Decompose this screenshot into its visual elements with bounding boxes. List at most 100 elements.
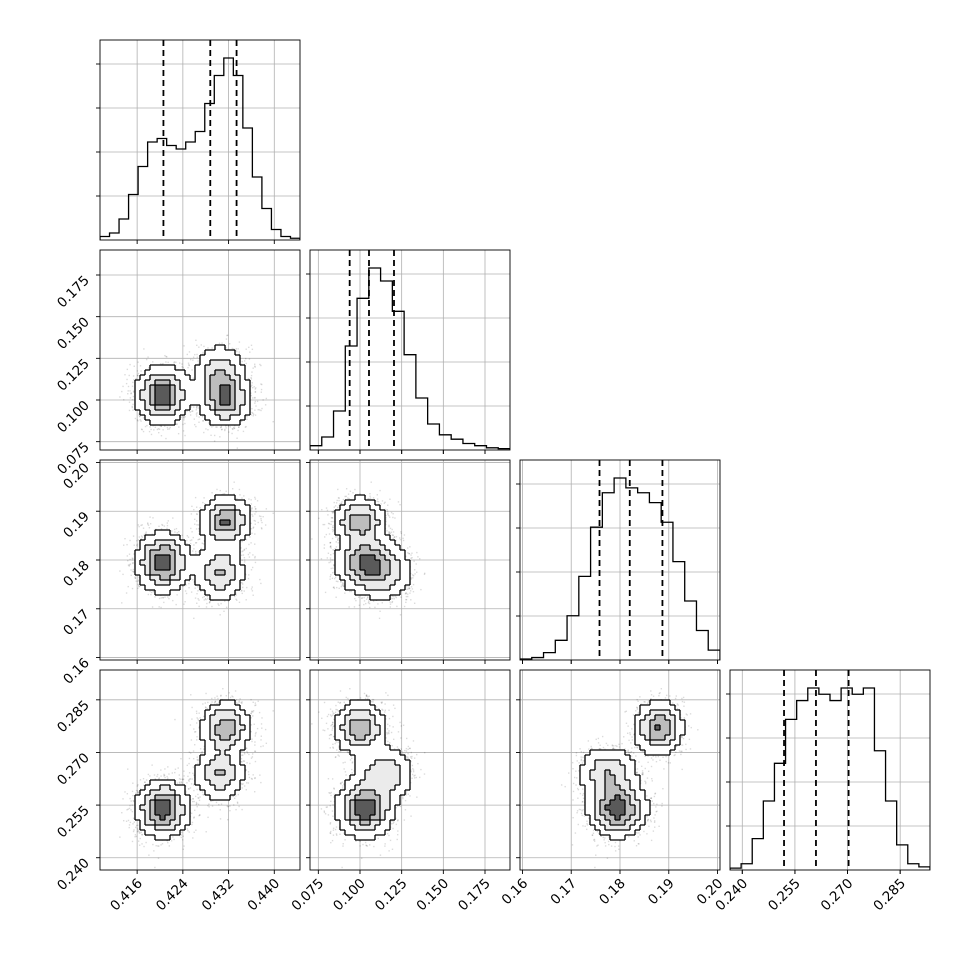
scatter-point bbox=[241, 420, 243, 422]
scatter-point bbox=[164, 354, 166, 357]
density-cell bbox=[235, 420, 241, 426]
density-cell bbox=[215, 390, 221, 396]
density-cell bbox=[205, 360, 211, 366]
scatter-point bbox=[191, 369, 193, 371]
density-cell bbox=[230, 410, 236, 416]
density-cell bbox=[245, 410, 251, 416]
scatter-point bbox=[254, 366, 256, 368]
scatter-point bbox=[213, 440, 216, 442]
scatter-point bbox=[162, 429, 164, 431]
density-cell bbox=[215, 370, 221, 376]
scatter-point bbox=[203, 431, 205, 434]
density-cell bbox=[180, 400, 186, 406]
scatter-point bbox=[141, 428, 143, 431]
density-cell bbox=[210, 415, 216, 421]
scatter-point bbox=[135, 377, 137, 380]
density-cell bbox=[210, 395, 216, 401]
density-cell bbox=[155, 415, 161, 421]
scatter-point bbox=[261, 407, 263, 410]
scatter-point bbox=[149, 426, 151, 428]
scatter-point bbox=[154, 426, 157, 429]
scatter-point bbox=[197, 360, 199, 362]
scatter-point bbox=[160, 425, 162, 428]
scatter-point bbox=[254, 402, 256, 404]
scatter-point bbox=[203, 345, 205, 348]
scatter-point bbox=[235, 347, 238, 350]
scatter-point bbox=[153, 429, 155, 431]
scatter-point bbox=[235, 592, 237, 594]
scatter-point bbox=[251, 513, 253, 516]
scatter-point bbox=[260, 391, 262, 393]
density-cell bbox=[220, 390, 226, 396]
scatter-point bbox=[272, 420, 274, 423]
scatter-point bbox=[207, 347, 209, 349]
density-cell bbox=[200, 370, 206, 376]
scatter-point bbox=[205, 428, 207, 430]
density-cell bbox=[175, 400, 181, 406]
scatter-point bbox=[124, 537, 126, 540]
density-cell bbox=[155, 385, 161, 391]
density-cell bbox=[140, 375, 146, 381]
density-cell bbox=[145, 395, 151, 401]
scatter-point bbox=[150, 433, 153, 436]
density-cell bbox=[230, 355, 236, 361]
density-cell bbox=[180, 380, 186, 386]
density-cell bbox=[180, 390, 186, 396]
scatter-point bbox=[225, 338, 228, 340]
scatter-point bbox=[202, 420, 204, 422]
density-cell bbox=[210, 355, 216, 361]
histogram-step-line bbox=[310, 267, 510, 450]
scatter-point bbox=[262, 399, 264, 401]
scatter-point bbox=[198, 346, 200, 348]
scatter-point bbox=[129, 563, 132, 565]
scatter-point bbox=[224, 428, 226, 431]
grid-lines bbox=[310, 250, 510, 450]
scatter-point bbox=[129, 390, 131, 392]
scatter-point bbox=[253, 519, 255, 522]
density-cell bbox=[200, 355, 206, 361]
scatter-point bbox=[169, 426, 171, 429]
scatter-point bbox=[131, 557, 133, 559]
density-cell bbox=[235, 365, 241, 371]
density-cell bbox=[205, 350, 211, 356]
scatter-point bbox=[201, 542, 203, 544]
density-cell bbox=[220, 380, 226, 386]
density-cell bbox=[180, 375, 186, 381]
density-cell bbox=[170, 365, 176, 371]
scatter-point bbox=[137, 372, 140, 375]
scatter-point bbox=[185, 584, 187, 586]
scatter-point bbox=[253, 386, 255, 388]
scatter-point bbox=[250, 503, 253, 505]
scatter-point bbox=[140, 420, 142, 422]
density-cell bbox=[175, 405, 181, 411]
scatter-point bbox=[165, 355, 167, 358]
scatter-point bbox=[243, 556, 246, 559]
scatter-point bbox=[191, 410, 193, 413]
density-cell bbox=[235, 370, 241, 376]
scatter-point bbox=[225, 346, 227, 349]
scatter-point bbox=[254, 409, 256, 411]
density-cell bbox=[230, 415, 236, 421]
scatter-point bbox=[197, 363, 199, 365]
scatter-point bbox=[188, 364, 190, 366]
density-cell bbox=[240, 405, 246, 411]
density-contours bbox=[134, 344, 251, 426]
scatter-point bbox=[189, 542, 192, 545]
scatter-point bbox=[209, 601, 211, 603]
scatter-point bbox=[236, 599, 238, 601]
density-cell bbox=[240, 375, 246, 381]
density-cell bbox=[160, 390, 166, 396]
scatter-point bbox=[254, 508, 257, 510]
scatter-point bbox=[128, 409, 131, 412]
density-cell bbox=[240, 370, 246, 376]
scatter-point bbox=[190, 406, 193, 408]
density-cell bbox=[215, 400, 221, 406]
scatter-point bbox=[197, 405, 199, 407]
scatter-point bbox=[190, 527, 192, 530]
density-cell bbox=[200, 410, 206, 416]
scatter-point bbox=[202, 351, 204, 354]
density-cell bbox=[175, 415, 181, 421]
density-cell bbox=[200, 365, 206, 371]
scatter-point bbox=[251, 384, 253, 386]
scatter-point bbox=[192, 536, 194, 539]
